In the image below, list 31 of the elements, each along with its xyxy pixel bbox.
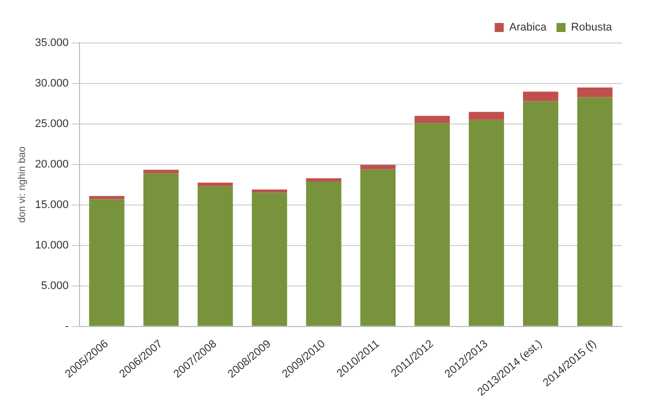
y-tick-label: 15.000 — [34, 198, 69, 211]
bar — [360, 164, 396, 170]
y-tick-label: 10.000 — [34, 239, 69, 252]
bar — [523, 101, 558, 326]
bar — [89, 199, 124, 326]
bar — [360, 169, 396, 326]
y-tick-label: 5.000 — [41, 280, 69, 292]
bar — [468, 120, 504, 326]
bar — [143, 173, 179, 326]
bar — [198, 186, 233, 326]
legend-label: Arabica — [509, 22, 548, 34]
y-tick-label: 25.000 — [34, 118, 69, 130]
bar — [414, 123, 450, 326]
y-axis-title: don vi: nghin bao — [16, 146, 28, 223]
bar — [252, 190, 288, 193]
bar — [523, 92, 558, 102]
bar — [198, 182, 233, 186]
y-tick-label: 35.000 — [34, 37, 69, 50]
legend-label: Robusta — [571, 22, 613, 34]
bar — [577, 97, 613, 326]
bar — [577, 88, 613, 98]
y-tick-label: 20.000 — [34, 158, 69, 170]
y-tick-label: 30.000 — [34, 78, 69, 90]
bar — [89, 196, 124, 200]
bar — [306, 178, 342, 182]
bar — [414, 116, 450, 124]
bar — [252, 192, 288, 326]
y-tick-label: - — [64, 320, 69, 332]
bar — [306, 181, 342, 326]
bar — [468, 112, 504, 120]
bar — [143, 170, 179, 174]
